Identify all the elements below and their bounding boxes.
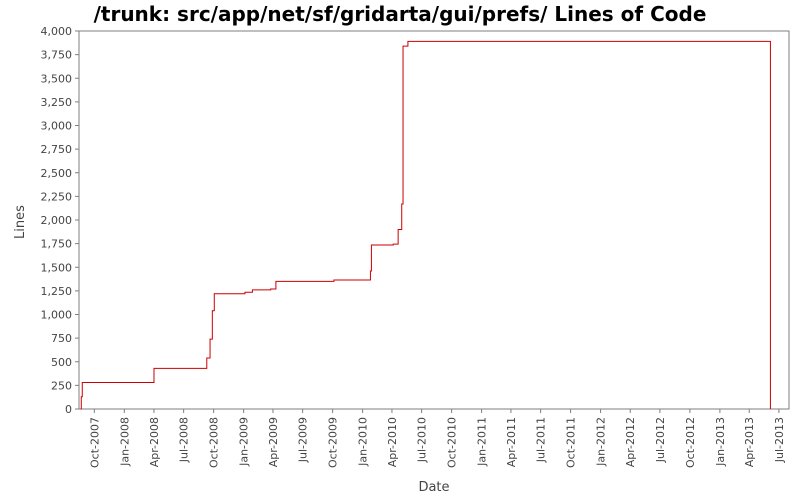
x-tick-label: Jul-2010 [416, 417, 429, 463]
x-tick-label: Jul-2008 [178, 417, 191, 463]
x-tick-label: Jul-2012 [654, 417, 667, 463]
y-tick-label: 2,500 [41, 167, 73, 180]
x-tick-label: Jul-2011 [535, 417, 548, 463]
x-tick-label: Oct-2012 [684, 417, 697, 468]
x-axis-label: Date [418, 480, 449, 495]
x-tick-label: Apr-2012 [624, 417, 637, 467]
x-tick-label: Jul-2013 [773, 417, 786, 463]
chart-title: /trunk: src/app/net/sf/gridarta/gui/pref… [94, 2, 707, 26]
x-tick-label: Jan-2012 [595, 417, 608, 467]
x-tick-label: Jan-2010 [357, 417, 370, 467]
y-tick-label: 1,250 [41, 285, 73, 298]
x-tick-label: Apr-2010 [386, 417, 399, 467]
y-tick-label: 3,750 [41, 49, 73, 62]
x-tick-label: Apr-2008 [148, 417, 161, 467]
x-tick-label: Jan-2011 [476, 417, 489, 467]
y-tick-label: 1,500 [41, 261, 73, 274]
x-tick-label: Oct-2009 [327, 417, 340, 468]
x-tick-label: Jan-2009 [238, 417, 251, 467]
y-tick-label: 3,500 [41, 72, 73, 85]
x-tick-label: Jan-2008 [118, 417, 131, 467]
x-tick-label: Jul-2009 [297, 417, 310, 463]
x-tick-label: Oct-2008 [208, 417, 221, 468]
plot-area [78, 30, 790, 410]
y-tick-label: 1,000 [41, 309, 73, 322]
x-tick-label: Oct-2011 [565, 417, 578, 468]
x-tick-label: Apr-2011 [505, 417, 518, 467]
y-tick-label: 2,750 [41, 143, 73, 156]
y-tick-label: 250 [51, 379, 72, 392]
y-tick-label: 3,000 [41, 120, 73, 133]
x-tick-label: Apr-2013 [743, 417, 756, 467]
y-axis: 0 250 500 750 1,000 1,250 1,500 1,750 2,000 2,250… [41, 25, 79, 416]
y-axis-label: Lines [13, 205, 28, 239]
x-tick-label: Apr-2009 [267, 417, 280, 467]
y-tick-label: 2,250 [41, 190, 73, 203]
x-tick-label: Jan-2013 [714, 417, 727, 467]
y-tick-label: 4,000 [41, 25, 73, 38]
y-tick-label: 0 [65, 403, 72, 416]
x-axis: Oct-2007 Jan-2008 Apr-2008 Jul-2008 Oct-2008… [88, 409, 786, 468]
y-tick-label: 2,000 [41, 214, 73, 227]
y-tick-label: 500 [51, 356, 72, 369]
x-tick-label: Oct-2007 [88, 417, 101, 468]
y-tick-label: 750 [51, 332, 72, 345]
y-tick-label: 1,750 [41, 238, 73, 251]
y-tick-label: 3,250 [41, 96, 73, 109]
lines-of-code-series [80, 40, 771, 410]
x-tick-label: Oct-2010 [446, 417, 459, 468]
